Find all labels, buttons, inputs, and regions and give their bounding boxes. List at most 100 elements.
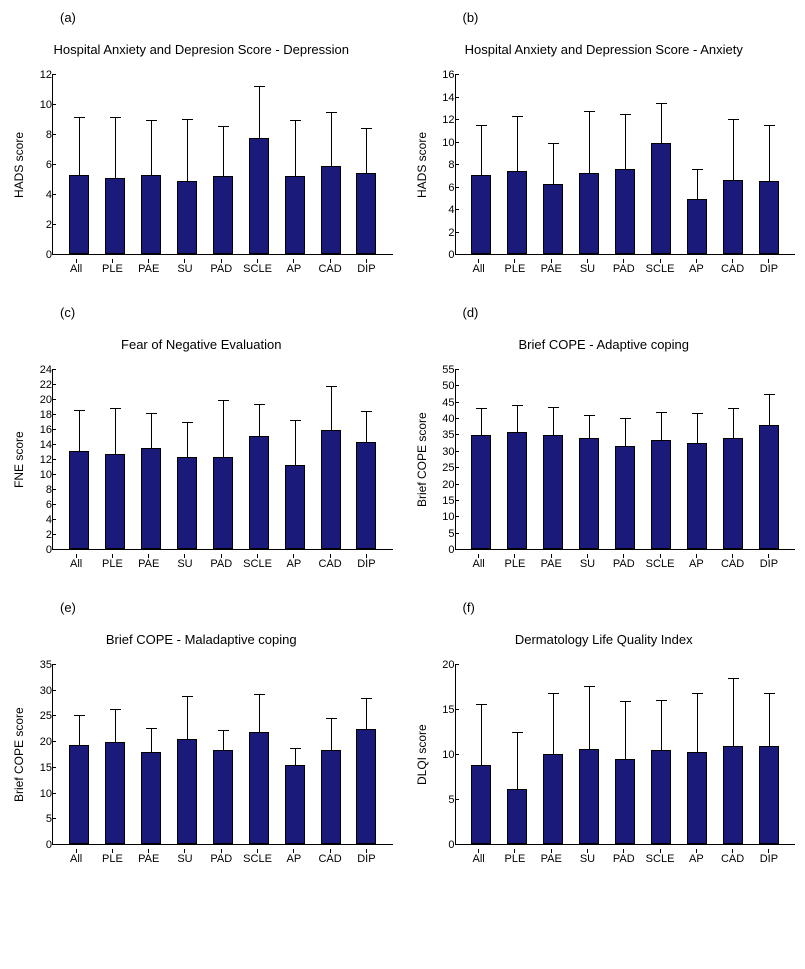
x-tick-text: All — [70, 853, 82, 865]
bar — [615, 759, 635, 844]
x-tick-label: PLE — [497, 550, 533, 570]
bar — [285, 765, 305, 844]
error-bar — [661, 103, 662, 145]
x-tick-label: SCLE — [642, 255, 678, 275]
bar — [177, 181, 197, 254]
y-tick-label: 12 — [442, 114, 454, 126]
x-tick-label: All — [58, 255, 94, 275]
error-cap — [74, 410, 85, 411]
y-tick-label: 20 — [40, 394, 52, 406]
bar — [105, 454, 125, 549]
error-cap — [512, 405, 523, 406]
x-tick-text: DIP — [760, 853, 778, 865]
y-tick-label: 25 — [442, 462, 454, 474]
panel-title: Brief COPE - Maladaptive coping — [10, 623, 393, 655]
bar — [321, 430, 341, 549]
y-tick-label: 20 — [40, 736, 52, 748]
x-tick-label: SU — [167, 255, 203, 275]
error-cap — [361, 411, 372, 412]
error-bar — [517, 116, 518, 172]
bar — [687, 199, 707, 254]
bar-group — [97, 75, 133, 254]
bar — [687, 443, 707, 549]
x-tick-label: SCLE — [239, 255, 275, 275]
error-cap — [620, 701, 631, 702]
chart-area: HADS score024681012 — [10, 75, 393, 255]
y-tick-label: 24 — [40, 364, 52, 376]
bar-group — [169, 370, 205, 549]
error-bar — [115, 117, 116, 179]
error-cap — [548, 407, 559, 408]
bar — [579, 173, 599, 254]
x-tick-text: CAD — [318, 853, 341, 865]
bar-group — [715, 370, 751, 549]
error-bar — [187, 119, 188, 182]
bar-group — [241, 665, 277, 844]
error-cap — [182, 422, 193, 423]
x-tick-label: PAE — [533, 845, 569, 865]
error-cap — [620, 418, 631, 419]
x-tick-label: AP — [678, 845, 714, 865]
panel-title: Fear of Negative Evaluation — [10, 328, 393, 360]
bar-group — [571, 665, 607, 844]
error-cap — [692, 693, 703, 694]
x-tick-label: CAD — [312, 550, 348, 570]
y-tick-label: 16 — [442, 69, 454, 81]
error-cap — [182, 119, 193, 120]
bar-group — [751, 665, 787, 844]
y-axis-label: Brief COPE score — [413, 370, 431, 550]
panel-title: Hospital Anxiety and Depression Score - … — [413, 33, 796, 65]
error-cap — [218, 126, 229, 127]
error-cap — [584, 415, 595, 416]
bar — [249, 732, 269, 844]
bar-group — [133, 370, 169, 549]
panel-letter: (f) — [463, 600, 796, 615]
error-bar — [481, 408, 482, 436]
bar-group — [241, 75, 277, 254]
error-cap — [656, 700, 667, 701]
x-tick-text: AP — [689, 558, 704, 570]
x-tick-text: DIP — [357, 853, 375, 865]
x-tick-label: PAE — [131, 550, 167, 570]
error-bar — [259, 86, 260, 139]
bar — [213, 457, 233, 549]
bar-group — [277, 370, 313, 549]
error-bar — [79, 117, 80, 176]
x-tick-text: CAD — [721, 558, 744, 570]
error-bar — [589, 415, 590, 440]
x-tick-label: PAE — [533, 550, 569, 570]
error-bar — [259, 404, 260, 436]
error-bar — [331, 386, 332, 430]
error-cap — [692, 169, 703, 170]
y-axis-label: Brief COPE score — [10, 665, 28, 845]
y-tick-label: 10 — [442, 511, 454, 523]
bar — [543, 184, 563, 254]
bar — [285, 465, 305, 549]
bar — [69, 745, 89, 844]
y-tick-label: 40 — [442, 413, 454, 425]
x-tick-label: All — [58, 550, 94, 570]
error-cap — [692, 413, 703, 414]
x-tick-label: AP — [678, 550, 714, 570]
bar — [177, 739, 197, 844]
chart-area: FNE score024681012141618202224 — [10, 370, 393, 550]
bar-group — [535, 370, 571, 549]
panel-e: (e)Brief COPE - Maladaptive copingBrief … — [10, 600, 393, 865]
error-cap — [728, 678, 739, 679]
x-axis: AllPLEPAESUPADSCLEAPCADDIP — [50, 550, 393, 570]
y-axis: 024681012141618202224 — [28, 370, 52, 550]
x-tick-text: SU — [580, 853, 595, 865]
x-tick-label: AP — [276, 550, 312, 570]
error-cap — [254, 694, 265, 695]
bar-group — [133, 75, 169, 254]
bar-group — [715, 665, 751, 844]
bar-group — [464, 370, 500, 549]
y-tick-label: 16 — [40, 424, 52, 436]
x-tick-text: All — [473, 853, 485, 865]
error-bar — [115, 408, 116, 455]
panel-f: (f)Dermatology Life Quality IndexDLQI sc… — [413, 600, 796, 865]
y-tick-label: 10 — [442, 749, 454, 761]
x-tick-label: DIP — [751, 845, 787, 865]
y-tick-label: 10 — [40, 99, 52, 111]
error-cap — [476, 408, 487, 409]
